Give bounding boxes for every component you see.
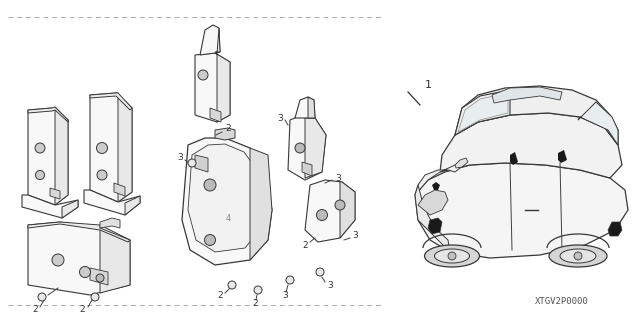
Polygon shape: [50, 188, 60, 199]
Polygon shape: [182, 138, 272, 265]
Ellipse shape: [188, 159, 196, 167]
Polygon shape: [415, 163, 628, 258]
Polygon shape: [458, 93, 508, 132]
Ellipse shape: [317, 210, 328, 220]
Ellipse shape: [228, 281, 236, 289]
Polygon shape: [62, 200, 78, 218]
Polygon shape: [432, 182, 440, 190]
Ellipse shape: [35, 171, 45, 180]
Ellipse shape: [35, 143, 45, 153]
Polygon shape: [90, 93, 132, 110]
Ellipse shape: [254, 286, 262, 294]
Polygon shape: [215, 53, 230, 122]
Ellipse shape: [97, 142, 108, 154]
Polygon shape: [28, 107, 68, 122]
Polygon shape: [114, 183, 125, 196]
Polygon shape: [90, 268, 108, 285]
Text: 2: 2: [217, 292, 223, 300]
Polygon shape: [116, 93, 132, 202]
Polygon shape: [415, 185, 450, 252]
Ellipse shape: [52, 254, 64, 266]
Text: 2: 2: [225, 124, 231, 132]
Polygon shape: [558, 150, 567, 163]
Polygon shape: [455, 90, 510, 135]
Text: 2: 2: [252, 299, 258, 308]
Polygon shape: [28, 222, 130, 295]
Polygon shape: [302, 162, 312, 176]
Polygon shape: [195, 53, 230, 122]
Ellipse shape: [286, 276, 294, 284]
Polygon shape: [510, 152, 518, 165]
Polygon shape: [215, 128, 235, 140]
Ellipse shape: [424, 245, 479, 267]
Text: XTGV2P0000: XTGV2P0000: [535, 298, 589, 307]
Polygon shape: [418, 190, 448, 215]
Ellipse shape: [204, 179, 216, 191]
Text: 4: 4: [225, 213, 230, 222]
Ellipse shape: [295, 143, 305, 153]
Text: 3: 3: [327, 281, 333, 290]
Polygon shape: [22, 195, 78, 218]
Text: 1: 1: [424, 80, 431, 90]
Ellipse shape: [205, 235, 216, 245]
Polygon shape: [28, 222, 130, 242]
Text: 3: 3: [352, 230, 358, 239]
Polygon shape: [55, 107, 68, 205]
Ellipse shape: [79, 267, 90, 277]
Polygon shape: [340, 182, 355, 238]
Polygon shape: [308, 97, 315, 118]
Polygon shape: [28, 108, 68, 205]
Text: 3: 3: [335, 173, 341, 182]
Polygon shape: [305, 118, 326, 178]
Ellipse shape: [316, 268, 324, 276]
Polygon shape: [90, 93, 132, 202]
Polygon shape: [305, 180, 355, 242]
Polygon shape: [608, 222, 622, 236]
Ellipse shape: [574, 252, 582, 260]
Text: 2: 2: [302, 241, 308, 250]
Polygon shape: [455, 158, 468, 168]
Text: 3: 3: [277, 114, 283, 123]
Ellipse shape: [560, 249, 596, 263]
Text: 2: 2: [79, 306, 85, 315]
Ellipse shape: [198, 70, 208, 80]
Polygon shape: [215, 28, 220, 53]
Polygon shape: [492, 87, 562, 103]
Polygon shape: [415, 165, 460, 195]
Polygon shape: [288, 115, 326, 180]
Text: 2: 2: [32, 306, 38, 315]
Ellipse shape: [38, 293, 46, 301]
Text: 3: 3: [177, 153, 183, 162]
Polygon shape: [295, 97, 315, 118]
Ellipse shape: [448, 252, 456, 260]
Polygon shape: [100, 218, 120, 228]
Polygon shape: [188, 144, 263, 252]
Polygon shape: [210, 108, 221, 122]
Ellipse shape: [335, 200, 345, 210]
Polygon shape: [200, 25, 220, 55]
Polygon shape: [195, 155, 208, 172]
Ellipse shape: [97, 170, 107, 180]
Polygon shape: [250, 148, 272, 260]
Ellipse shape: [549, 245, 607, 267]
Polygon shape: [455, 86, 618, 145]
Polygon shape: [84, 190, 140, 215]
Polygon shape: [578, 102, 618, 145]
Polygon shape: [440, 113, 622, 178]
Ellipse shape: [91, 293, 99, 301]
Ellipse shape: [435, 249, 470, 263]
Ellipse shape: [96, 274, 104, 282]
Polygon shape: [428, 218, 442, 234]
Polygon shape: [125, 196, 140, 215]
Text: 3: 3: [282, 291, 288, 300]
Polygon shape: [100, 225, 130, 293]
